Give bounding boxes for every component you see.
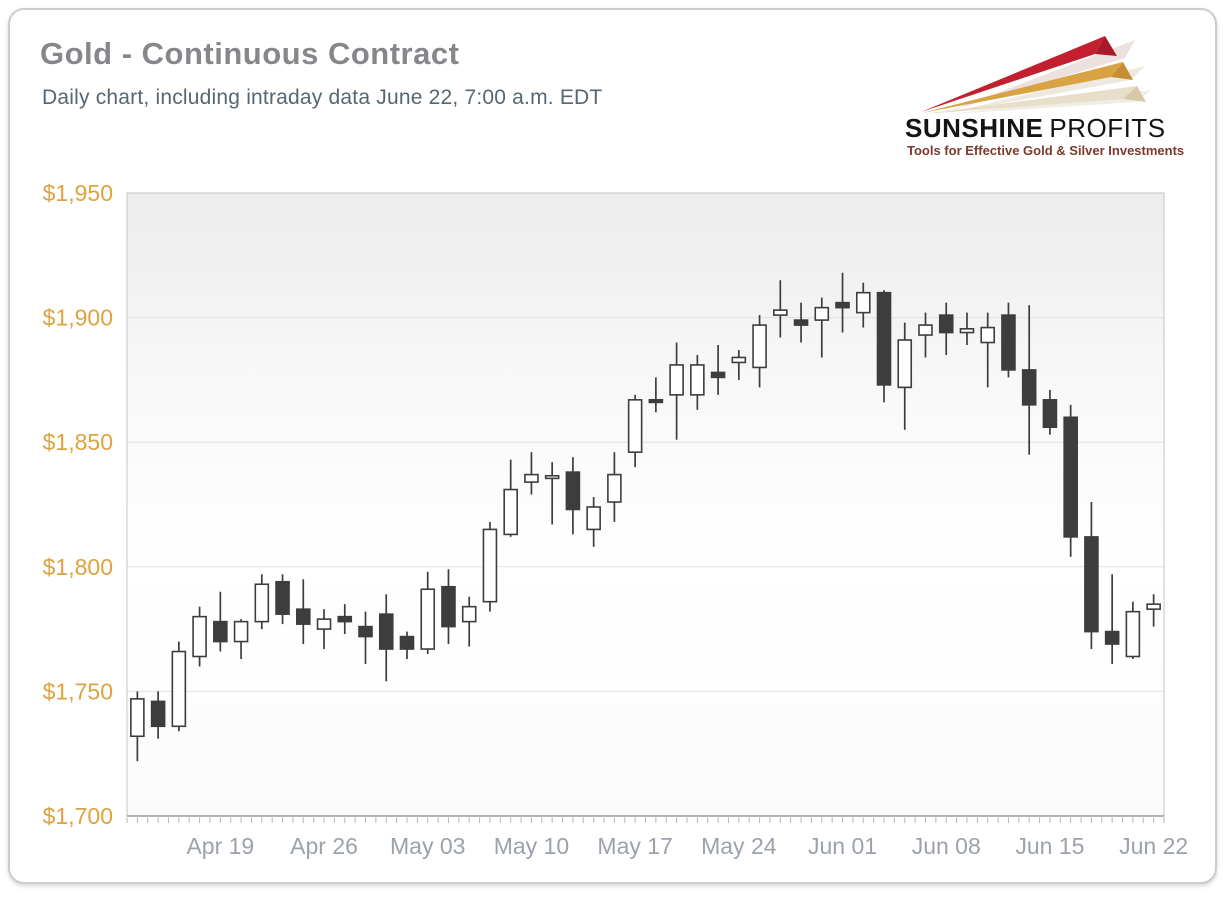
candle-body-bearish <box>337 615 353 623</box>
y-axis-label: $1,800 <box>43 554 113 580</box>
candle-body-bearish <box>876 291 892 386</box>
candle-body-bullish <box>1146 603 1161 610</box>
candle-body-bearish <box>295 608 311 625</box>
candle-body-bearish <box>1021 369 1037 406</box>
candle-body-bullish <box>544 474 560 480</box>
y-axis-label: $1,750 <box>43 678 113 704</box>
candle-body-bullish <box>316 618 332 630</box>
x-axis-label: Jun 08 <box>912 833 981 859</box>
sunshine-profits-logo: SUNSHINE PROFITS Tools for Effective Gold… <box>901 18 1184 158</box>
candle-body-bullish <box>607 473 622 503</box>
candle-body-bearish <box>710 371 726 379</box>
candle-body-bullish <box>503 488 518 536</box>
candle-body-bullish <box>1125 610 1141 658</box>
candle-body-bullish <box>773 309 788 316</box>
candle-body-bullish <box>192 615 207 658</box>
x-axis-label: Jun 22 <box>1119 833 1188 859</box>
candle-body-bearish <box>1084 536 1099 633</box>
logo-name-sunshine: SUNSHINE <box>905 113 1044 143</box>
candle-body-bullish <box>980 326 996 344</box>
candle-body-bearish <box>1063 416 1078 538</box>
y-axis-label: $1,900 <box>43 305 113 331</box>
candle-body-bearish <box>275 580 290 615</box>
candle-body-bearish <box>441 585 456 628</box>
page-title: Gold - Continuous Contract <box>40 36 460 71</box>
chart-header: Gold - Continuous Contract Daily chart, … <box>40 36 602 110</box>
candle-body-bullish <box>731 356 747 364</box>
y-axis-label: $1,950 <box>43 180 113 206</box>
x-axis-label: May 03 <box>390 833 465 859</box>
candle-body-bullish <box>690 364 705 396</box>
candle-body-bullish <box>482 528 498 603</box>
candle-body-bearish <box>378 613 394 650</box>
candle-body-bullish <box>752 324 767 369</box>
candle-body-bullish <box>171 650 187 728</box>
candle-body-bearish <box>213 620 228 643</box>
candle-body-bearish <box>648 398 664 404</box>
logo-name-profits: PROFITS <box>1049 113 1166 143</box>
candle-body-bullish <box>959 328 975 334</box>
candle-body-bullish <box>897 339 913 389</box>
candle-body-bearish <box>399 635 415 650</box>
candle-body-bullish <box>524 473 539 483</box>
logo-name: SUNSHINE PROFITS <box>905 113 1166 144</box>
x-axis-label: May 10 <box>494 833 569 859</box>
x-axis-label: Jun 01 <box>808 833 877 859</box>
y-axis-label: $1,700 <box>43 803 113 829</box>
candle-body-bullish <box>233 620 249 643</box>
x-axis-label: May 17 <box>597 833 672 859</box>
candle-body-bearish <box>358 625 373 638</box>
candle-body-bearish <box>938 314 954 334</box>
candlestick-chart: $1,950 $1,900 $1,850 $1,800 $1,750 $1,700 Apr … <box>43 180 1189 859</box>
candle-body-bullish <box>254 583 270 623</box>
candle-body-bullish <box>627 399 643 453</box>
candle-body-bearish <box>1042 399 1058 429</box>
x-axis-label: Apr 19 <box>186 833 254 859</box>
candle-body-bearish <box>565 471 581 511</box>
x-axis-label: May 24 <box>701 833 777 859</box>
candle-body-bullish <box>669 364 684 396</box>
y-axis-label: $1,850 <box>43 429 113 455</box>
candle-body-bearish <box>1001 314 1016 371</box>
candle-body-bullish <box>586 506 601 531</box>
candle-body-bearish <box>1104 630 1120 645</box>
candle-body-bullish <box>855 291 871 314</box>
logo-tagline: Tools for Effective Gold & Silver Invest… <box>907 143 1185 158</box>
candle-body-bullish <box>814 306 830 321</box>
candle-body-bullish <box>130 698 145 738</box>
candle-body-bearish <box>793 319 809 326</box>
candle-body-bearish <box>150 700 166 728</box>
candle-body-bearish <box>835 301 850 309</box>
candle-body-bullish <box>420 588 436 650</box>
logo-bolts-icon <box>921 36 1151 114</box>
page-subtitle: Daily chart, including intraday data Jun… <box>42 86 603 109</box>
candle-body-bullish <box>461 605 477 623</box>
chart-panel: Gold - Continuous Contract Daily chart, … <box>8 8 1217 884</box>
candle-body-bullish <box>918 324 933 336</box>
x-axis-label: Jun 15 <box>1015 833 1084 859</box>
x-axis-label: Apr 26 <box>290 833 358 859</box>
